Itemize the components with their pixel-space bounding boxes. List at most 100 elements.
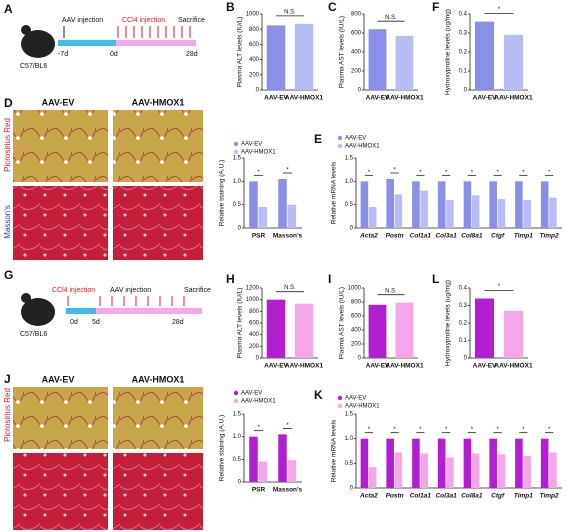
x-tick-label: AAV-EV <box>473 95 497 102</box>
mouse-icon <box>21 298 55 326</box>
y-axis-label: Hydroxyproline levels (ug/mg) <box>445 9 452 95</box>
bar <box>386 438 394 488</box>
annotation: N.S. <box>284 285 296 291</box>
y-tick-label: 1.5 <box>233 412 242 418</box>
y-tick-label: 1.0 <box>345 179 354 185</box>
bar <box>497 454 506 488</box>
bar <box>503 34 524 90</box>
legend-marker <box>233 149 239 155</box>
x-tick-label: Masson's <box>273 487 303 494</box>
mouse-icon <box>21 30 55 58</box>
histology-image <box>13 110 108 182</box>
y-tick-label: 0 <box>238 480 242 486</box>
bar <box>471 195 480 228</box>
y-tick-label: 0.4 <box>459 286 468 292</box>
y-tick-label: 1000 <box>246 297 260 303</box>
y-tick-label: 600 <box>351 314 362 320</box>
histology-image <box>113 453 203 530</box>
x-tick-label: Postn <box>386 493 404 500</box>
x-tick-label: Ctgf <box>491 233 505 240</box>
y-tick-label: 600 <box>249 42 260 48</box>
y-tick-label: 0.5 <box>233 457 242 463</box>
legend-label: AAV-EV <box>241 391 262 397</box>
column-label: AAV-HMOX1 <box>132 97 185 107</box>
bar <box>523 200 531 228</box>
y-tick-label: 200 <box>249 344 260 350</box>
bar <box>258 461 268 482</box>
y-tick-label: 0 <box>464 356 468 362</box>
histology-image <box>13 453 108 530</box>
panel-label: G <box>4 268 13 282</box>
annotation: * <box>522 170 525 176</box>
bar <box>515 438 523 488</box>
bar <box>386 179 394 228</box>
legend-label: AAV-EV <box>345 396 366 402</box>
bar <box>412 438 420 488</box>
x-tick-label: Acta2 <box>359 233 378 240</box>
scheme-text: AAV injection <box>62 17 103 24</box>
legend-label: AAV-HMOX1 <box>241 150 276 156</box>
bar <box>420 453 428 488</box>
bar <box>437 438 446 488</box>
y-tick-label: 0 <box>358 356 362 362</box>
y-axis-label: Plasma AST levels (IU/L) <box>339 287 346 359</box>
scheme-text: 28d <box>186 51 198 58</box>
x-tick-label: Timp2 <box>540 233 559 240</box>
y-tick-label: 1.5 <box>345 412 354 418</box>
annotation: * <box>548 170 551 176</box>
y-tick-label: 1.0 <box>345 436 354 442</box>
legend-label: AAV-EV <box>241 142 262 148</box>
annotation: * <box>286 423 289 429</box>
scheme-text: 5d <box>92 319 100 326</box>
histology-image <box>113 110 203 182</box>
y-tick-label: 0.3 <box>459 31 468 37</box>
annotation: * <box>393 168 396 174</box>
annotation: * <box>496 170 499 176</box>
bar <box>368 467 377 488</box>
scheme-text: 0d <box>110 51 118 58</box>
legend-label: AAV-HMOX1 <box>241 399 276 405</box>
annotation: * <box>419 427 422 433</box>
y-axis-label: Plasma ALT levels (IU/L) <box>237 288 244 359</box>
scheme-text: CCl4 injection <box>52 287 95 294</box>
legend-marker <box>337 135 343 141</box>
bar <box>463 181 472 228</box>
annotation: * <box>471 427 474 433</box>
y-axis-label: Relative staining (A.U.) <box>219 160 226 226</box>
y-tick-label: 0.1 <box>459 69 468 75</box>
x-tick-label: Timp1 <box>514 493 533 500</box>
bar <box>437 181 446 228</box>
panel-label: L <box>432 272 439 286</box>
bar <box>266 25 286 90</box>
y-tick-label: 1.5 <box>345 156 354 162</box>
panel-label: B <box>226 0 235 14</box>
bar <box>540 438 549 488</box>
annotation: N.S. <box>385 288 397 294</box>
scheme-text: -7d <box>58 51 68 58</box>
annotation: * <box>498 284 501 290</box>
y-tick-label: 800 <box>351 12 362 18</box>
timeline-aav <box>58 40 116 46</box>
histology-bottom: AAV-EV AAV-HMOX1 Picrosirius Red <box>3 374 203 530</box>
ccl4-arrows <box>117 26 191 38</box>
annotation: N.S. <box>385 15 397 21</box>
bar <box>394 452 403 488</box>
bar <box>294 303 314 358</box>
y-tick-label: 400 <box>249 332 260 338</box>
y-tick-label: 200 <box>249 72 260 78</box>
x-tick-label: AAV-EV <box>473 363 497 370</box>
panel-label: A <box>4 2 13 16</box>
scheme-text: Sacrifice <box>178 17 205 24</box>
annotation: * <box>496 427 499 433</box>
histology-image <box>13 387 108 449</box>
bar <box>446 200 454 228</box>
bar <box>294 23 314 91</box>
x-tick-label: Col3a1 <box>435 233 457 240</box>
y-tick-label: 0.3 <box>459 303 468 309</box>
y-tick-label: 0.5 <box>345 461 354 467</box>
legend-label: AAV-HMOX1 <box>345 144 380 150</box>
y-tick-label: 1000 <box>348 286 362 292</box>
y-tick-label: 800 <box>249 27 260 33</box>
panel-label: J <box>4 372 11 386</box>
y-axis-label: Relative staining (A.U.) <box>219 415 226 481</box>
